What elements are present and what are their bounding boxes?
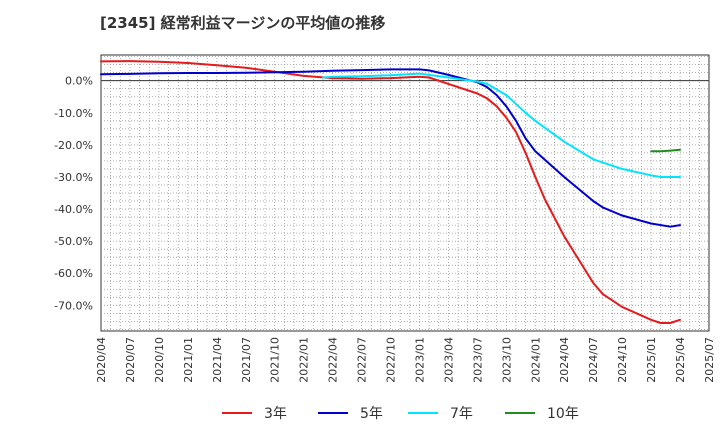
y-tick-label: -40.0% [54,203,93,216]
y-tick-label: 0.0% [65,75,93,88]
x-tick-label: 2022/04 [327,337,340,383]
x-tick-label: 2022/07 [356,337,369,383]
grid [101,55,709,331]
y-tick-label: -60.0% [54,267,93,280]
x-tick-label: 2024/04 [558,337,571,383]
x-tick-label: 2024/01 [529,337,542,383]
x-tick-label: 2023/10 [500,337,513,383]
x-tick-label: 2020/04 [95,337,108,383]
x-tick-label: 2024/07 [587,337,600,383]
legend-label: 3年 [264,406,287,422]
x-tick-label: 2020/10 [153,337,166,383]
legend-label: 7年 [450,406,473,422]
axes: 0.0% -10.0% -20.0% -30.0% -40.0% -50.0% -60.0%… [54,75,716,383]
chart-title: [2345] 経常利益マージンの平均値の推移 [100,14,386,32]
x-tick-label: 2023/04 [442,337,455,383]
x-tick-label: 2022/10 [385,337,398,383]
x-tick-label: 2021/10 [269,337,282,383]
x-tick-label: 2022/01 [298,337,311,383]
x-tick-label: 2025/04 [674,337,687,383]
legend-label: 5年 [360,406,383,422]
legend-label: 10年 [547,406,579,422]
series-line [322,72,681,178]
x-tick-label: 2021/07 [240,337,253,383]
y-tick-label: -10.0% [54,107,93,120]
series-line [100,60,681,324]
legend: 3年 5年 7年 10年 [222,406,579,422]
y-tick-label: -20.0% [54,139,93,152]
y-tick-label: -70.0% [54,299,93,312]
y-tick-label: -50.0% [54,235,93,248]
x-tick-label: 2020/07 [124,337,137,383]
x-tick-label: 2021/04 [211,337,224,383]
x-tick-label: 2024/10 [616,337,629,383]
y-tick-label: -30.0% [54,171,93,184]
x-tick-label: 2023/07 [471,337,484,383]
x-tick-label: 2025/01 [645,337,658,383]
x-tick-label: 2021/01 [182,337,195,383]
x-tick-label: 2025/07 [703,337,716,383]
series-lines [100,60,681,324]
x-tick-label: 2023/01 [413,337,426,383]
series-line [650,148,681,153]
